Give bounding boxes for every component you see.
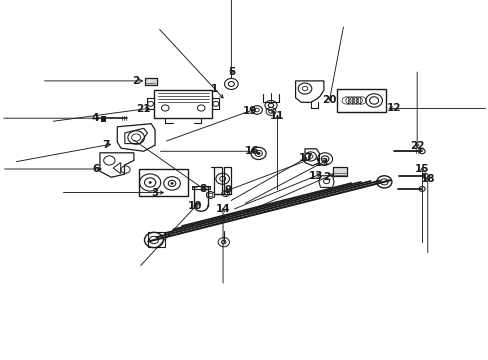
Bar [145,78,156,85]
Circle shape [257,152,260,155]
Circle shape [171,183,173,184]
Text: 1: 1 [210,84,218,94]
Text: 14: 14 [215,204,230,215]
Circle shape [149,181,151,183]
Text: 13: 13 [314,158,328,168]
Text: 2: 2 [132,76,140,86]
Text: 15: 15 [414,164,429,174]
Text: 20: 20 [322,95,336,105]
Text: 22: 22 [409,141,424,151]
Text: 13: 13 [308,171,323,181]
Text: 3: 3 [151,188,159,198]
Bar [101,116,104,121]
Bar [336,89,386,112]
Text: 9: 9 [224,185,231,195]
Text: 17: 17 [298,153,313,163]
Bar [332,167,346,176]
Text: 21: 21 [136,104,151,114]
Text: 2: 2 [322,172,329,182]
Text: 19: 19 [243,106,257,116]
Bar [192,186,209,189]
Text: 5: 5 [227,67,235,77]
Text: 6: 6 [92,164,100,174]
Text: 4: 4 [92,113,99,123]
Bar [148,232,165,247]
Text: 7: 7 [102,140,109,150]
Text: 10: 10 [188,201,203,211]
Bar [154,90,212,118]
Text: 12: 12 [386,103,400,113]
Bar [139,169,187,196]
Text: 16: 16 [244,146,259,156]
Text: 18: 18 [420,174,434,184]
Text: 11: 11 [270,111,284,121]
Text: 8: 8 [199,184,206,194]
